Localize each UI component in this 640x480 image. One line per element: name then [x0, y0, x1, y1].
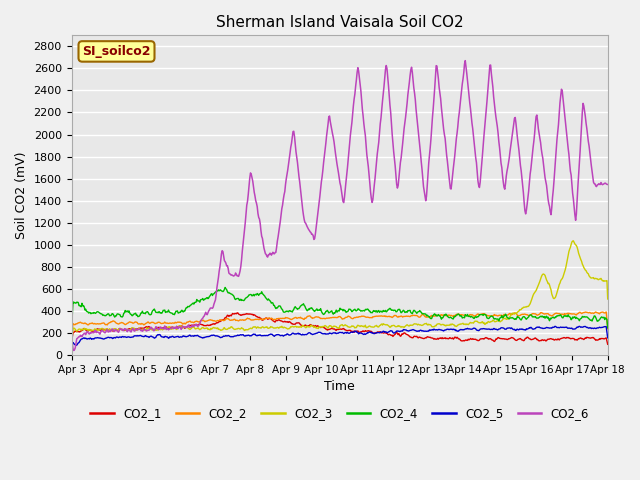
Line: CO2_1: CO2_1 [72, 313, 608, 344]
CO2_4 [215, 288, 223, 294]
CO2_3 [132, 327, 140, 333]
CO2_2 [68, 333, 76, 339]
Line: CO2_2: CO2_2 [72, 312, 608, 336]
Text: SI_soilco2: SI_soilco2 [83, 45, 151, 58]
CO2_2 [187, 319, 195, 325]
CO2_1 [421, 335, 429, 341]
CO2_6 [216, 264, 224, 270]
CO2_3 [77, 327, 85, 333]
CO2_3 [570, 238, 577, 244]
CO2_1 [406, 333, 413, 339]
CO2_1 [187, 323, 195, 328]
CO2_5 [77, 336, 85, 342]
CO2_6 [604, 181, 612, 187]
CO2_1 [233, 310, 241, 316]
X-axis label: Time: Time [324, 380, 355, 393]
CO2_5 [420, 328, 428, 334]
CO2_4 [68, 327, 76, 333]
Line: CO2_5: CO2_5 [72, 326, 608, 347]
CO2_6 [461, 58, 469, 63]
CO2_4 [187, 302, 195, 308]
Legend: CO2_1, CO2_2, CO2_3, CO2_4, CO2_5, CO2_6: CO2_1, CO2_2, CO2_3, CO2_4, CO2_5, CO2_6 [85, 402, 594, 425]
CO2_4 [406, 308, 413, 313]
CO2_6 [78, 334, 86, 339]
Y-axis label: Soil CO2 (mV): Soil CO2 (mV) [15, 151, 28, 239]
CO2_5 [215, 334, 223, 340]
CO2_2 [215, 318, 223, 324]
CO2_3 [404, 323, 412, 329]
CO2_3 [187, 326, 195, 332]
CO2_1 [604, 341, 612, 347]
CO2_5 [604, 335, 612, 341]
Line: CO2_6: CO2_6 [72, 60, 608, 350]
CO2_6 [133, 327, 141, 333]
CO2_6 [188, 324, 195, 330]
CO2_6 [68, 345, 76, 350]
CO2_6 [70, 348, 77, 353]
CO2_2 [420, 313, 428, 319]
CO2_3 [420, 321, 428, 327]
CO2_1 [77, 328, 85, 334]
Title: Sherman Island Vaisala Soil CO2: Sherman Island Vaisala Soil CO2 [216, 15, 463, 30]
CO2_2 [132, 319, 140, 325]
CO2_5 [187, 333, 195, 339]
CO2_2 [77, 320, 85, 326]
CO2_6 [421, 193, 429, 199]
Line: CO2_4: CO2_4 [72, 288, 608, 330]
CO2_4 [77, 304, 85, 310]
CO2_5 [132, 333, 140, 339]
CO2_2 [602, 309, 610, 315]
CO2_1 [68, 339, 76, 345]
CO2_5 [575, 324, 583, 329]
CO2_4 [132, 312, 140, 318]
CO2_4 [221, 285, 229, 290]
CO2_6 [406, 80, 413, 85]
CO2_3 [215, 326, 223, 332]
CO2_3 [604, 296, 612, 302]
CO2_2 [604, 326, 612, 332]
CO2_3 [68, 340, 76, 346]
CO2_4 [604, 325, 612, 331]
CO2_2 [404, 313, 412, 319]
CO2_1 [215, 319, 223, 324]
CO2_5 [404, 328, 412, 334]
Line: CO2_3: CO2_3 [72, 241, 608, 343]
CO2_5 [68, 344, 76, 350]
CO2_1 [132, 326, 140, 332]
CO2_4 [421, 311, 429, 317]
